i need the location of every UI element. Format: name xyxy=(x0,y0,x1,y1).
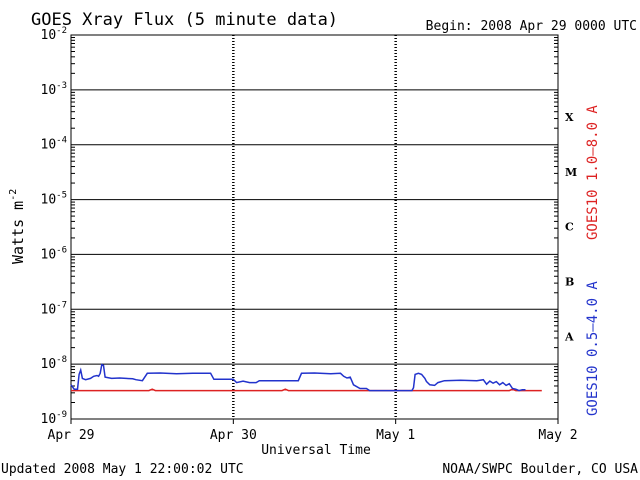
y-tick-exponent: -9 xyxy=(56,410,67,420)
y-tick-base: 10 xyxy=(41,138,57,153)
y-tick-base: 10 xyxy=(41,412,57,427)
series-line-1 xyxy=(71,388,542,392)
y-tick-base: 10 xyxy=(41,357,57,372)
y-tick-base: 10 xyxy=(41,193,57,208)
y-tick-label: 10-8 xyxy=(41,355,68,372)
y-axis-ticks: 10-210-310-410-510-610-710-810-9 xyxy=(41,26,558,427)
x-axis-label: Universal Time xyxy=(261,443,371,458)
y-tick-label: 10-3 xyxy=(41,81,68,98)
y-tick-label: 10-4 xyxy=(41,136,68,153)
y-tick-exponent: -8 xyxy=(56,355,67,365)
y-tick-base: 10 xyxy=(41,83,57,98)
flare-class-labels: X M C B A xyxy=(564,111,577,343)
y-tick-base: 10 xyxy=(41,302,57,317)
y-tick-exponent: -6 xyxy=(56,245,67,255)
y-axis-label-text: Watts m xyxy=(9,201,27,264)
y-tick-exponent: -2 xyxy=(56,26,67,36)
legend-series-1: GOES10 1.0–8.0 A xyxy=(585,105,601,240)
y-tick-label: 10-2 xyxy=(41,26,68,43)
flare-class-label: C xyxy=(565,221,574,234)
plot-border xyxy=(70,34,559,420)
flare-class-label: M xyxy=(565,166,577,179)
flare-class-label: A xyxy=(564,330,574,343)
flare-class-label: B xyxy=(565,276,574,289)
x-axis-ticks: Apr 29 Apr 30 May 1 May 2 xyxy=(48,419,578,443)
x-tick-label: Apr 29 xyxy=(48,428,95,443)
y-tick-exponent: -5 xyxy=(56,191,67,201)
x-tick-label: May 2 xyxy=(538,428,577,443)
legend-series-2: GOES10 0.5–4.0 A xyxy=(585,281,601,416)
footer-updated: Updated 2008 May 1 22:00:02 UTC xyxy=(1,462,244,477)
y-tick-exponent: -7 xyxy=(56,300,67,310)
y-axis-label-exponent: -2 xyxy=(8,189,19,201)
y-tick-label: 10-7 xyxy=(41,300,68,317)
plot-area xyxy=(70,34,559,420)
flare-class-label: X xyxy=(565,111,574,124)
series-line-2 xyxy=(70,363,526,392)
grid-lines xyxy=(71,35,558,419)
y-tick-label: 10-6 xyxy=(41,245,68,262)
begin-label: Begin: 2008 Apr 29 0000 UTC xyxy=(426,19,637,34)
series-lines xyxy=(70,363,542,392)
y-tick-exponent: -3 xyxy=(56,81,67,91)
footer-credit: NOAA/SWPC Boulder, CO USA xyxy=(442,462,638,477)
y-tick-label: 10-5 xyxy=(41,191,68,208)
y-tick-base: 10 xyxy=(41,247,57,262)
y-tick-label: 10-9 xyxy=(41,410,68,427)
y-tick-exponent: -4 xyxy=(56,136,67,146)
x-tick-label: Apr 30 xyxy=(210,428,257,443)
chart-title: GOES Xray Flux (5 minute data) xyxy=(31,10,338,30)
y-tick-base: 10 xyxy=(41,28,57,43)
x-tick-label: May 1 xyxy=(376,428,415,443)
y-axis-label: Watts m-2 xyxy=(8,189,27,264)
